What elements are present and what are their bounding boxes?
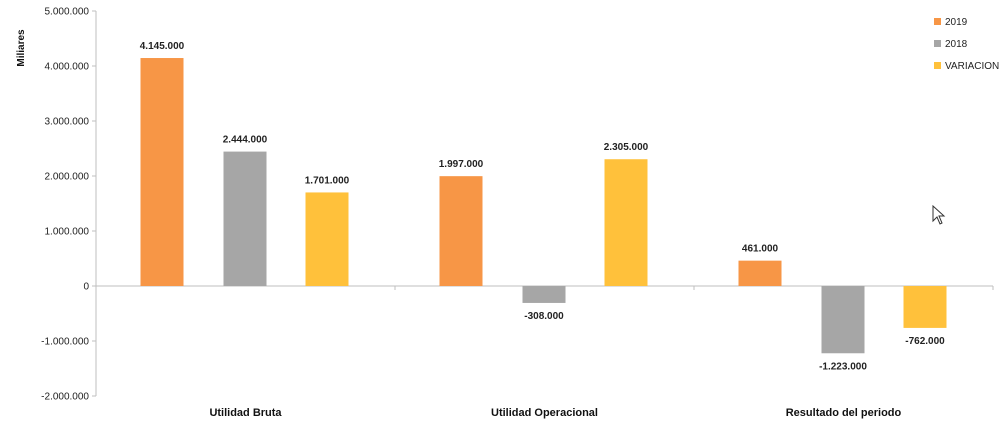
bar-2018 <box>223 151 267 286</box>
data-label: 4.145.000 <box>140 41 185 52</box>
data-label: 2.444.000 <box>223 135 268 146</box>
bar-2018 <box>522 286 566 303</box>
bar-2019 <box>439 176 483 286</box>
y-tick-label: 0 <box>83 282 89 293</box>
legend-swatch-2018 <box>934 40 941 47</box>
category-label: Resultado del periodo <box>786 407 902 419</box>
mouse-pointer-icon <box>932 205 946 225</box>
bar-variacion <box>903 286 947 328</box>
data-label: -762.000 <box>905 336 945 347</box>
y-axis-label: Miliares <box>16 29 27 67</box>
data-label: 1.701.000 <box>305 175 350 186</box>
bar-2018 <box>821 286 865 354</box>
y-tick-label: -2.000.000 <box>41 392 89 403</box>
bar-variacion <box>305 192 349 286</box>
legend-label: VARIACION <box>945 61 999 72</box>
bar-2019 <box>738 260 782 286</box>
bar-2019 <box>140 58 184 287</box>
category-label: Utilidad Bruta <box>209 407 282 419</box>
y-tick-label: -1.000.000 <box>41 337 89 348</box>
category-label: Utilidad Operacional <box>491 407 598 419</box>
legend-swatch-variacion <box>934 62 941 69</box>
data-label: 461.000 <box>742 244 779 255</box>
y-tick-label: 2.000.000 <box>45 172 90 183</box>
legend-swatch-2019 <box>934 18 941 25</box>
legend-label: 2019 <box>945 17 968 28</box>
y-tick-label: 5.000.000 <box>45 7 90 18</box>
legend-label: 2018 <box>945 39 968 50</box>
data-label: 2.305.000 <box>604 142 649 153</box>
y-tick-label: 4.000.000 <box>45 62 90 73</box>
data-label: -1.223.000 <box>819 361 867 372</box>
y-tick-label: 3.000.000 <box>45 117 90 128</box>
data-label: 1.997.000 <box>439 159 484 170</box>
y-tick-label: 1.000.000 <box>45 227 90 238</box>
bar-variacion <box>604 159 648 286</box>
data-label: -308.000 <box>524 311 564 322</box>
